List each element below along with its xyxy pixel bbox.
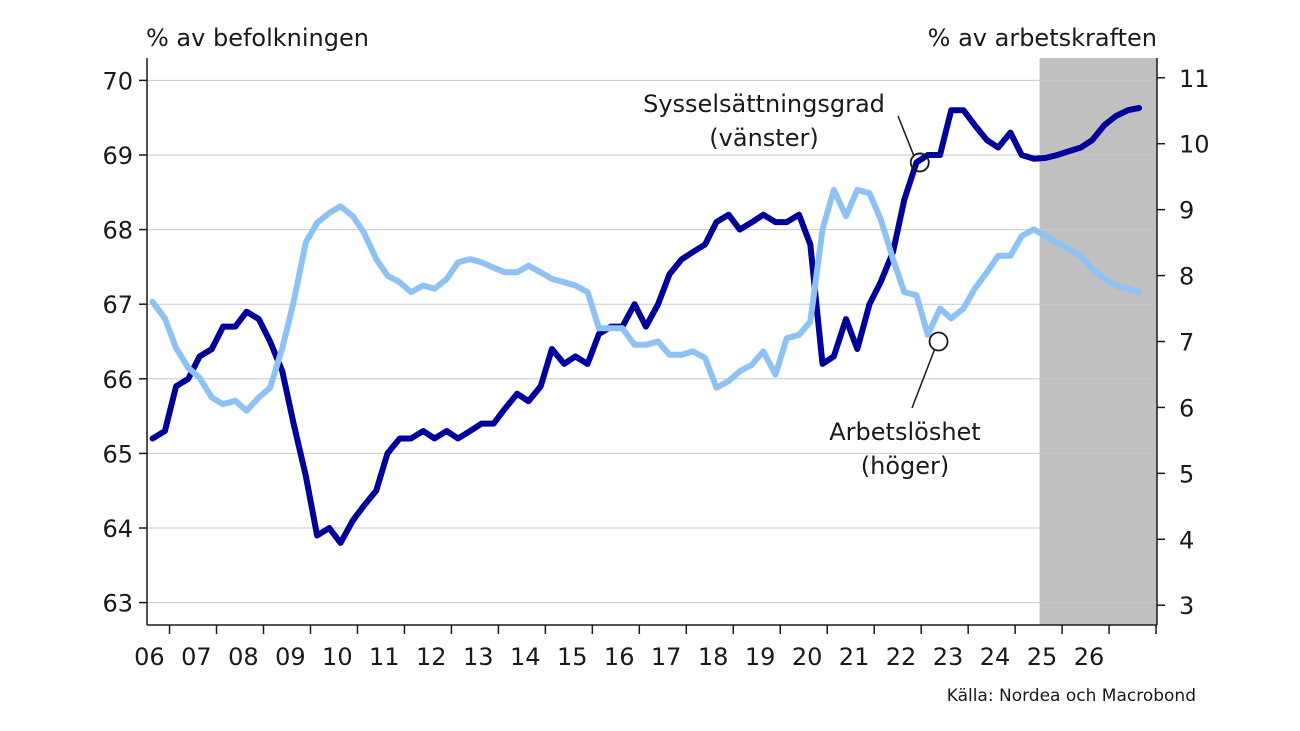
x-tick-label: 23 [933,643,964,671]
annotation-label-sysselsattningsgrad: Sysselsättningsgrad [643,90,885,118]
annotation-marker-arbetsloshet [928,331,949,352]
right-tick-label: 4 [1179,526,1194,554]
right-tick-label: 7 [1179,329,1194,357]
x-tick-label: 19 [745,643,776,671]
left-tick-label: 65 [102,440,133,468]
x-tick-label: 16 [604,643,635,671]
left-tick-label: 69 [102,142,133,170]
x-tick-label: 20 [792,643,823,671]
right-axis-unit: % av arbetskraften [928,24,1157,52]
x-tick-label: 21 [839,643,870,671]
source-note: Källa: Nordea och Macrobond [947,686,1196,706]
x-tick-label: 25 [1027,643,1058,671]
left-tick-label: 64 [102,515,133,543]
x-tick-label: 11 [369,643,400,671]
annotation-sublabel-arbetsloshet: (höger) [861,452,950,480]
x-tick-label: 09 [275,643,306,671]
x-tick-label: 15 [557,643,588,671]
right-tick-label: 8 [1179,263,1194,291]
x-tick-label: 18 [698,643,729,671]
series-line-sysselsattningsgrad [149,105,1143,546]
left-tick-label: 66 [102,366,133,394]
forecast-shading [1039,58,1157,625]
right-tick-label: 9 [1179,197,1194,225]
annotation-sublabel-sysselsattningsgrad: (vänster) [709,124,818,152]
left-tick-label: 68 [102,217,133,245]
annotation-leader-arbetsloshet [911,349,936,409]
right-tick-label: 10 [1179,131,1210,159]
right-tick-label: 11 [1179,65,1210,93]
annotation-marker-sysselsattningsgrad [909,152,930,173]
x-tick-label: 08 [228,643,259,671]
x-tick-label: 13 [463,643,494,671]
right-tick-label: 5 [1179,460,1194,488]
annotations: Sysselsättningsgrad (vänster) Arbetslöshet… [643,90,981,480]
x-tick-label: 14 [510,643,541,671]
x-tick-label: 26 [1074,643,1105,671]
x-tick-label: 12 [416,643,447,671]
right-tick-label: 6 [1179,394,1194,422]
x-tick-label: 22 [886,643,917,671]
left-axis-unit: % av befolkningen [146,24,369,52]
x-tick-label: 24 [980,643,1011,671]
x-tick-label: 17 [651,643,682,671]
series-line-arbetsloshet [149,186,1143,414]
annotation-leader-sysselsattningsgrad [897,115,915,156]
x-tick-label: 06 [134,643,165,671]
left-tick-label: 63 [102,590,133,618]
series-layer [149,105,1143,546]
left-tick-label: 70 [102,67,133,95]
x-tick-label: 07 [181,643,212,671]
left-tick-label: 67 [102,291,133,319]
annotation-label-arbetsloshet: Arbetslöshet [829,418,980,446]
right-tick-label: 3 [1179,592,1194,620]
x-tick-label: 10 [322,643,353,671]
